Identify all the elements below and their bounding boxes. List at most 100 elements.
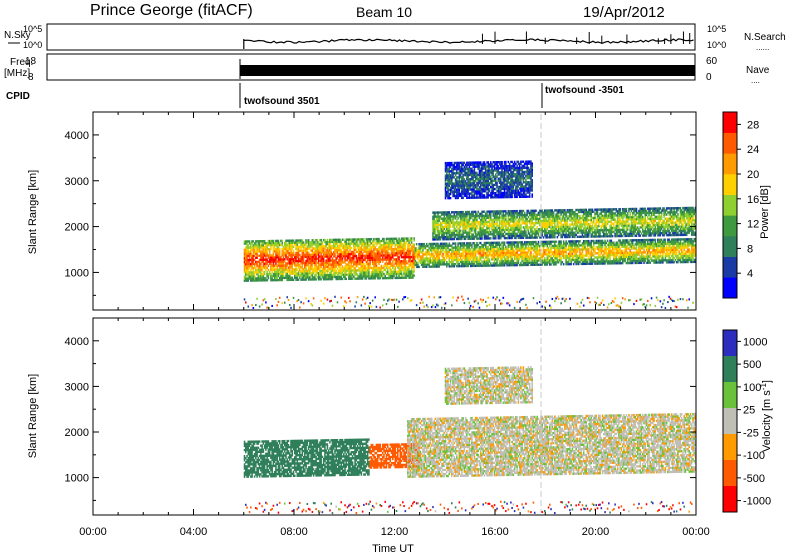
power-cell: [472, 161, 474, 164]
power-cell: [300, 272, 302, 275]
power-cell: [263, 264, 266, 268]
power-cell: [409, 264, 412, 267]
power-cell: [482, 186, 484, 189]
power-cell: [258, 305, 261, 308]
power-cell: [452, 246, 454, 249]
power-cell: [286, 274, 289, 277]
power-cell: [376, 256, 379, 259]
power-cell: [398, 243, 400, 247]
power-cell: [278, 260, 281, 263]
power-cell: [449, 252, 452, 256]
power-cell: [402, 237, 404, 240]
power-cell: [468, 244, 471, 247]
power-cell: [462, 161, 464, 164]
power-cell: [451, 258, 453, 262]
power-cell: [292, 241, 295, 244]
power-cell: [429, 242, 432, 246]
power-cell: [410, 239, 413, 242]
power-cell: [446, 254, 448, 258]
power-cell: [482, 227, 484, 230]
power-cell: [448, 254, 451, 258]
power-cell: [481, 243, 483, 247]
power-cell: [495, 214, 497, 217]
power-cell: [286, 276, 289, 280]
power-cell: [310, 257, 312, 261]
power-cell: [283, 276, 286, 280]
power-cell: [478, 227, 481, 230]
power-cell: [517, 243, 520, 246]
power-cell: [348, 296, 350, 299]
power-cell: [375, 239, 378, 243]
power-cell: [378, 270, 380, 274]
power-cell: [351, 275, 354, 278]
power-cell: [444, 250, 447, 254]
power-cell: [456, 167, 458, 171]
power-cell: [496, 194, 498, 197]
power-cell: [473, 169, 476, 173]
power-cell: [453, 217, 456, 220]
power-cell: [432, 232, 434, 235]
power-cell: [472, 180, 474, 183]
power-cell: [474, 223, 477, 226]
power-cell: [518, 222, 521, 225]
power-cell: [493, 262, 496, 265]
power-cell: [339, 253, 341, 256]
power-cell: [433, 219, 435, 223]
power-cell: [324, 238, 326, 242]
power-cell: [452, 194, 454, 198]
power-cell: [351, 252, 354, 256]
power-cell: [261, 303, 263, 306]
power-cell: [443, 259, 446, 262]
power-cell: [246, 273, 248, 276]
power-cell: [300, 241, 302, 244]
power-cell: [505, 210, 507, 213]
power-cell: [271, 268, 273, 272]
power-cell: [267, 254, 270, 257]
power-cell: [459, 233, 462, 237]
power-cell: [285, 247, 287, 251]
power-cell: [452, 190, 454, 194]
power-cell: [461, 262, 463, 266]
power-cell: [512, 171, 515, 174]
power-cell: [428, 251, 430, 254]
power-cell: [275, 298, 277, 301]
power-cell: [457, 235, 459, 239]
power-cell: [336, 251, 339, 254]
power-cell: [349, 269, 351, 272]
power-cell: [290, 266, 292, 269]
power-cell: [404, 272, 407, 275]
power-cell: [326, 263, 329, 266]
power-cell: [261, 273, 263, 276]
power-cell: [430, 253, 433, 256]
power-cell: [350, 277, 353, 280]
power-cell: [322, 273, 325, 277]
power-cell: [447, 221, 449, 224]
power-cell: [363, 269, 365, 272]
power-cell: [474, 210, 477, 214]
power-cell: [324, 263, 326, 266]
power-cell: [412, 257, 414, 261]
power-cell: [434, 211, 437, 214]
power-cell: [492, 179, 495, 183]
power-cell: [294, 264, 296, 267]
power-cell: [453, 221, 456, 224]
power-cell: [467, 182, 469, 185]
power-cell: [492, 210, 495, 213]
power-cell: [397, 305, 399, 308]
power-cell: [454, 223, 457, 226]
power-cell: [467, 163, 469, 166]
power-cell: [466, 188, 468, 191]
power-cell: [270, 260, 272, 263]
power-cell: [443, 236, 446, 239]
power-cell: [487, 220, 490, 224]
power-cell: [439, 259, 442, 262]
power-cell: [350, 267, 353, 270]
power-cell: [458, 237, 461, 241]
power-cell: [319, 245, 321, 248]
power-cell: [440, 244, 443, 248]
power-cell: [483, 175, 486, 179]
power-cell: [442, 238, 444, 241]
power-cell: [422, 253, 424, 256]
power-cell: [257, 260, 260, 264]
power-cell: [263, 270, 266, 274]
